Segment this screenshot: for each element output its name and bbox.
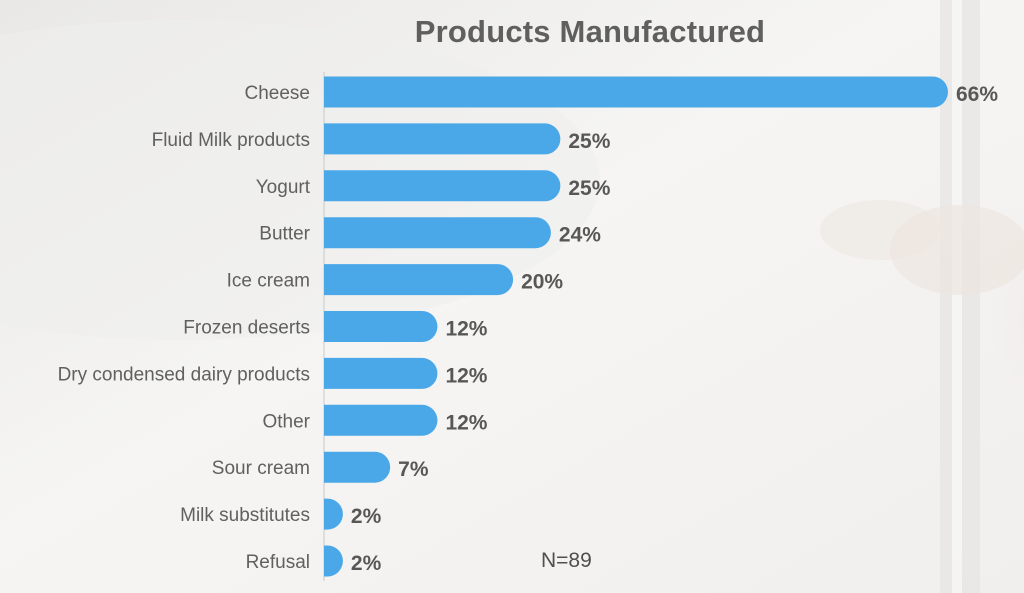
bar-0 xyxy=(324,76,948,108)
value-label-4: 20% xyxy=(521,271,563,294)
chart-title: Products Manufactured xyxy=(414,14,766,49)
value-label-8: 7% xyxy=(398,458,429,481)
value-label-7: 12% xyxy=(445,411,487,434)
bar-1 xyxy=(324,123,561,155)
bar-9 xyxy=(324,498,343,530)
category-label-7: Other xyxy=(262,411,310,432)
value-label-6: 12% xyxy=(445,364,487,387)
bar-2 xyxy=(324,170,561,202)
value-label-0: 66% xyxy=(956,83,998,106)
value-label-9: 2% xyxy=(351,505,382,528)
sample-size-annotation: N=89 xyxy=(541,549,592,572)
category-label-1: Fluid Milk products xyxy=(152,130,310,151)
bar-8 xyxy=(324,451,391,483)
value-label-5: 12% xyxy=(445,318,487,341)
bar-7 xyxy=(324,404,438,436)
value-label-10: 2% xyxy=(351,552,382,575)
category-label-9: Milk substitutes xyxy=(180,505,310,526)
category-label-4: Ice cream xyxy=(227,271,310,292)
value-label-1: 25% xyxy=(568,130,610,153)
bar-10 xyxy=(324,545,343,577)
category-label-2: Yogurt xyxy=(256,177,311,198)
bar-4 xyxy=(324,264,514,296)
category-label-0: Cheese xyxy=(245,83,311,104)
category-label-10: Refusal xyxy=(246,552,310,573)
bar-5 xyxy=(324,311,438,342)
bars-group: Cheese 66% Fluid Milk products 25% Yogurt 25%… xyxy=(58,76,998,577)
value-label-2: 25% xyxy=(568,177,610,200)
category-label-5: Frozen deserts xyxy=(183,318,310,339)
bar-3 xyxy=(324,217,551,249)
category-label-8: Sour cream xyxy=(212,458,310,479)
category-label-6: Dry condensed dairy products xyxy=(58,364,310,385)
category-label-3: Butter xyxy=(259,224,310,245)
value-label-3: 24% xyxy=(559,224,601,247)
bar-6 xyxy=(324,357,438,389)
